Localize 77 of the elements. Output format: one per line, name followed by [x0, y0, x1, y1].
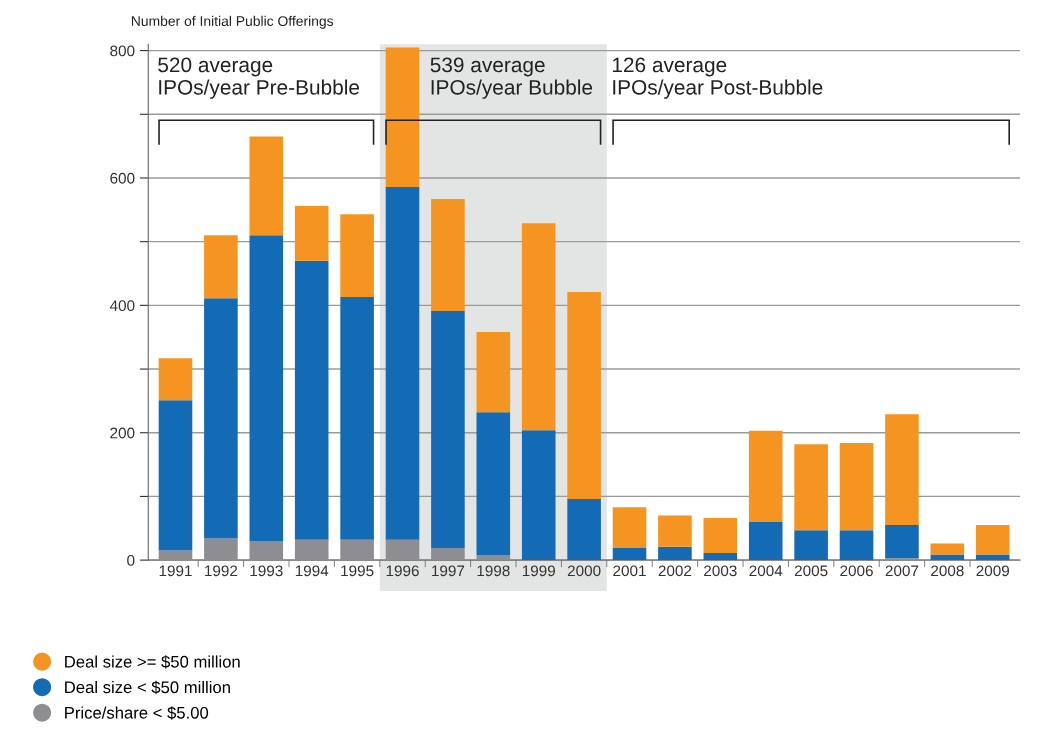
bar — [794, 444, 828, 531]
bar — [794, 530, 828, 561]
x-tick-label: 2003 — [704, 565, 737, 577]
bar — [658, 546, 692, 561]
bar — [567, 498, 601, 561]
bar — [204, 538, 238, 561]
bar — [567, 291, 601, 499]
legend-label: Deal size < $50 million — [65, 680, 230, 695]
y-tick-label: 200 — [110, 427, 135, 439]
x-tick-label: 2009 — [976, 565, 1010, 577]
bar — [658, 515, 692, 547]
bar — [476, 332, 511, 413]
bar — [294, 206, 329, 261]
bar — [431, 548, 465, 561]
bar — [431, 311, 465, 549]
x-tick-label: 1991 — [159, 565, 192, 577]
y-tick-label: 800 — [110, 45, 135, 57]
x-tick-label: 2008 — [931, 565, 964, 577]
annotation: 126 average IPOs/year Post-Bubble — [612, 57, 823, 99]
bar — [476, 555, 511, 561]
bar — [703, 553, 738, 561]
bar — [748, 430, 783, 522]
x-tick-label: 2004 — [749, 565, 783, 577]
bar — [385, 539, 420, 561]
bar — [249, 136, 284, 236]
bar — [885, 525, 919, 559]
bar — [294, 539, 329, 561]
x-tick-label: 1996 — [386, 565, 419, 577]
bar — [340, 297, 374, 540]
bar — [385, 186, 420, 540]
bar — [930, 543, 965, 555]
y-tick-label: 0 — [127, 554, 135, 566]
y-tick-label: 600 — [110, 172, 135, 184]
bar — [204, 235, 238, 299]
bar — [885, 414, 919, 526]
y-axis-title: Number of Initial Public Offerings — [131, 15, 334, 29]
bar — [703, 518, 738, 554]
bar — [521, 430, 556, 561]
bar — [249, 235, 284, 542]
bar — [158, 400, 193, 551]
bar — [476, 412, 511, 556]
bar — [340, 214, 374, 298]
bar — [748, 521, 783, 561]
x-tick-label: 1994 — [295, 565, 329, 577]
bar — [431, 198, 465, 312]
bar — [975, 525, 1010, 555]
bar — [249, 541, 284, 561]
bar — [612, 507, 647, 549]
x-tick-label: 2007 — [885, 565, 919, 577]
x-tick-label: 1995 — [341, 565, 374, 577]
x-tick-label: 1993 — [250, 565, 283, 577]
bar — [158, 550, 193, 561]
x-tick-label: 2002 — [658, 565, 692, 577]
bar — [204, 298, 238, 539]
bar — [385, 47, 420, 187]
x-tick-label: 2001 — [613, 565, 646, 577]
x-tick-label: 2000 — [567, 565, 601, 577]
bar — [975, 554, 1010, 561]
bar — [839, 530, 874, 561]
bar — [340, 539, 374, 561]
legend-label: Price/share < $5.00 — [65, 706, 209, 720]
bar — [930, 554, 965, 561]
bar — [521, 223, 556, 431]
x-tick-label: 1998 — [477, 565, 510, 577]
legend-label: Deal size >= $50 million — [65, 655, 240, 669]
y-tick-label: 400 — [109, 300, 135, 312]
x-tick-label: 1992 — [205, 565, 238, 577]
bar — [839, 442, 874, 531]
bar — [294, 260, 329, 540]
bar — [158, 358, 193, 401]
annotation: 539 average IPOs/year Bubble — [430, 57, 593, 99]
bar — [612, 548, 647, 561]
x-tick-label: 2006 — [840, 565, 873, 577]
x-tick-label: 1999 — [522, 565, 555, 577]
x-tick-label: 1997 — [432, 565, 465, 577]
x-tick-label: 2005 — [794, 565, 828, 577]
annotation: 520 average IPOs/year Pre-Bubble — [158, 57, 360, 99]
